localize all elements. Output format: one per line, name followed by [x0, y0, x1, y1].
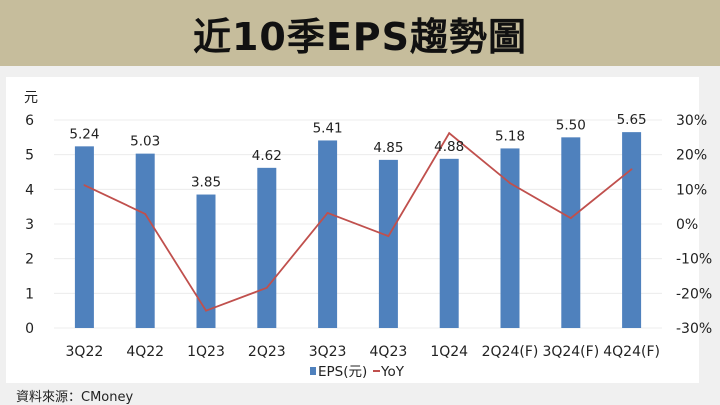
- y-tick-label: 4: [25, 182, 34, 198]
- x-tick-label: 4Q22: [126, 344, 164, 360]
- y2-tick-label: 10%: [676, 182, 707, 198]
- legend-eps-swatch: [310, 367, 316, 375]
- x-tick-label: 2Q23: [248, 344, 286, 360]
- yoy-point: [205, 309, 207, 312]
- yoy-point: [448, 132, 451, 135]
- yoy-point: [83, 184, 86, 187]
- x-tick-label: 4Q23: [370, 344, 408, 360]
- y2-tick-label: 20%: [676, 148, 707, 164]
- eps-data-label: 5.24: [69, 126, 99, 142]
- yoy-point: [326, 212, 329, 214]
- y2-tick-label: -30%: [676, 321, 712, 337]
- yoy-point: [387, 235, 390, 238]
- y-tick-label: 6: [25, 113, 34, 129]
- yoy-point: [265, 286, 268, 289]
- yoy-point: [144, 213, 147, 215]
- y-tick-label: 5: [25, 148, 34, 164]
- y2-tick-label: -20%: [676, 286, 712, 302]
- y2-tick-label: -10%: [676, 252, 712, 268]
- legend-yoy-label: YoY: [380, 364, 405, 380]
- eps-data-label: 5.03: [130, 134, 160, 150]
- eps-data-label: 5.50: [556, 117, 586, 133]
- eps-data-label: 5.65: [617, 112, 647, 128]
- yoy-point: [569, 217, 572, 220]
- x-tick-label: 1Q23: [187, 344, 225, 360]
- x-tick-label: 4Q24(F): [603, 344, 660, 360]
- yoy-point: [509, 182, 511, 184]
- eps-bar: [257, 167, 277, 328]
- y2-tick-label: 0%: [676, 217, 698, 233]
- eps-data-label: 3.85: [191, 175, 221, 191]
- eps-data-label: 4.85: [373, 140, 403, 156]
- eps-data-label: 4.88: [434, 139, 464, 155]
- x-tick-label: 3Q24(F): [542, 344, 599, 360]
- x-tick-label: 3Q23: [309, 344, 347, 360]
- y-tick-label: 2: [25, 252, 34, 268]
- y-tick-label: 1: [25, 286, 34, 302]
- eps-data-label: 5.18: [495, 128, 525, 144]
- eps-bar: [622, 132, 642, 328]
- eps-bar: [318, 140, 338, 328]
- eps-bar: [439, 158, 459, 328]
- yoy-point: [630, 168, 633, 171]
- y-tick-label: 0: [25, 321, 34, 337]
- title-band: 近10季EPS趨勢圖: [0, 0, 720, 66]
- x-tick-label: 1Q24: [430, 344, 468, 360]
- eps-bar: [196, 194, 216, 328]
- source-note: 資料來源：CMoney: [16, 390, 134, 405]
- eps-data-label: 4.62: [252, 148, 282, 164]
- y2-tick-label: 30%: [676, 113, 707, 129]
- eps-bar: [135, 153, 155, 328]
- eps-bar: [500, 148, 520, 328]
- page-title: 近10季EPS趨勢圖: [192, 14, 528, 59]
- y-axis-unit-label: 元: [24, 90, 38, 106]
- x-tick-label: 2Q24(F): [482, 344, 539, 360]
- eps-bar: [561, 137, 581, 328]
- eps-bar: [378, 159, 398, 328]
- eps-data-label: 5.41: [313, 120, 343, 136]
- eps-bar: [74, 146, 94, 328]
- yoy-line: [84, 131, 633, 312]
- y-tick-label: 3: [25, 217, 34, 233]
- x-tick-label: 3Q22: [66, 344, 104, 360]
- legend-eps-label: EPS(元): [318, 364, 367, 380]
- chart-panel: [6, 77, 699, 383]
